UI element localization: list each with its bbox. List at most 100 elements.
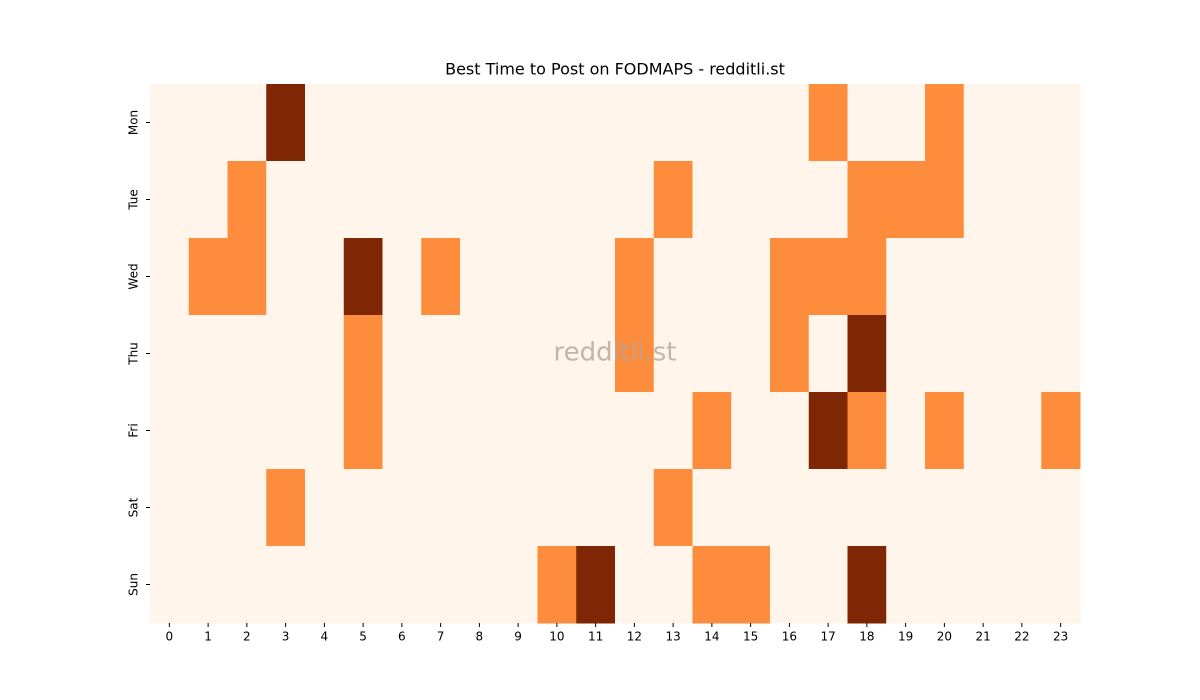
heatmap-cell: [150, 238, 190, 316]
heatmap-cell: [460, 546, 500, 624]
heatmap-cell: [188, 84, 228, 162]
heatmap-cell: [227, 469, 267, 547]
x-tick-label: 0: [166, 630, 174, 644]
heatmap-cell: [421, 84, 461, 162]
heatmap-cell: [150, 392, 190, 470]
heatmap-cell: [421, 315, 461, 393]
heatmap-cell: [925, 238, 965, 316]
heatmap-cell: [1041, 161, 1081, 239]
heatmap-cell: [692, 84, 732, 162]
y-tick-label: Sun: [127, 573, 141, 596]
heatmap-cell: [653, 469, 693, 547]
heatmap-cell: [498, 546, 538, 624]
heatmap-cell: [886, 315, 926, 393]
heatmap-cell: [886, 84, 926, 162]
heatmap-cell: [886, 238, 926, 316]
heatmap-cell: [1002, 546, 1042, 624]
x-tick-label: 10: [549, 630, 564, 644]
heatmap-cell: [653, 546, 693, 624]
heatmap-cell: [343, 315, 383, 393]
heatmap-cell: [963, 161, 1003, 239]
heatmap-cell: [188, 392, 228, 470]
x-tick-label: 11: [588, 630, 603, 644]
heatmap-cell: [305, 392, 345, 470]
heatmap-cell: [731, 84, 771, 162]
heatmap-cell: [731, 315, 771, 393]
heatmap-cell: [963, 546, 1003, 624]
heatmap-cell: [963, 238, 1003, 316]
heatmap-cell: [227, 392, 267, 470]
heatmap-cell: [150, 84, 190, 162]
heatmap-cell: [1002, 315, 1042, 393]
heatmap-cell: [266, 84, 306, 162]
heatmap-cell: [808, 392, 848, 470]
heatmap-cell: [847, 315, 887, 393]
heatmap-cell: [847, 392, 887, 470]
x-tick-label: 13: [665, 630, 680, 644]
heatmap-cell: [421, 469, 461, 547]
heatmap-cell: [770, 238, 810, 316]
heatmap-cell: [266, 315, 306, 393]
heatmap-cell: [1002, 469, 1042, 547]
heatmap-cell: [615, 546, 655, 624]
heatmap-cell: [537, 238, 577, 316]
x-tick-label: 2: [243, 630, 251, 644]
heatmap-cell: [847, 469, 887, 547]
heatmap-cell: [615, 392, 655, 470]
heatmap-cell: [1002, 84, 1042, 162]
chart-title: Best Time to Post on FODMAPS - redditli.…: [445, 60, 785, 79]
heatmap-cell: [576, 84, 616, 162]
heatmap-cell: [382, 546, 422, 624]
y-tick-label: Mon: [127, 110, 141, 135]
heatmap-cell: [460, 238, 500, 316]
heatmap-cell: [653, 392, 693, 470]
heatmap-cell: [305, 469, 345, 547]
watermark: redditli.st: [554, 338, 677, 368]
heatmap-cell: [421, 161, 461, 239]
heatmap-cell: [770, 469, 810, 547]
heatmap-cell: [808, 469, 848, 547]
x-tick-label: 19: [898, 630, 913, 644]
heatmap-cell: [498, 84, 538, 162]
heatmap-cell: [343, 84, 383, 162]
heatmap-cell: [770, 84, 810, 162]
heatmap-cell: [227, 238, 267, 316]
x-tick-label: 17: [820, 630, 835, 644]
x-tick-label: 14: [704, 630, 719, 644]
y-tick-label: Wed: [127, 263, 141, 289]
heatmap-cell: [963, 315, 1003, 393]
heatmap-cell: [808, 238, 848, 316]
heatmap-cell: [731, 161, 771, 239]
heatmap-cell: [963, 84, 1003, 162]
heatmap-cell: [382, 238, 422, 316]
heatmap-cell: [537, 392, 577, 470]
heatmap-cell: [460, 469, 500, 547]
heatmap-cell: [498, 238, 538, 316]
heatmap-cell: [305, 84, 345, 162]
heatmap-cell: [963, 392, 1003, 470]
x-tick-label: 9: [514, 630, 522, 644]
heatmap-cell: [808, 546, 848, 624]
heatmap-cell: [692, 238, 732, 316]
x-tick-label: 7: [437, 630, 445, 644]
x-tick-label: 20: [937, 630, 952, 644]
heatmap-cell: [266, 238, 306, 316]
heatmap-cell: [266, 546, 306, 624]
heatmap-cell: [925, 546, 965, 624]
heatmap-cell: [343, 469, 383, 547]
x-tick-label: 4: [321, 630, 329, 644]
heatmap-cell: [537, 161, 577, 239]
heatmap-cell: [305, 315, 345, 393]
heatmap-cell: [188, 315, 228, 393]
heatmap-cell: [421, 392, 461, 470]
heatmap-cell: [1041, 84, 1081, 162]
heatmap-cell: [886, 546, 926, 624]
x-tick-label: 16: [782, 630, 797, 644]
x-tick-label: 3: [282, 630, 290, 644]
heatmap-cell: [460, 84, 500, 162]
heatmap-cell: [1002, 161, 1042, 239]
heatmap-cell: [227, 546, 267, 624]
heatmap-cell: [770, 546, 810, 624]
heatmap-cell: [692, 392, 732, 470]
